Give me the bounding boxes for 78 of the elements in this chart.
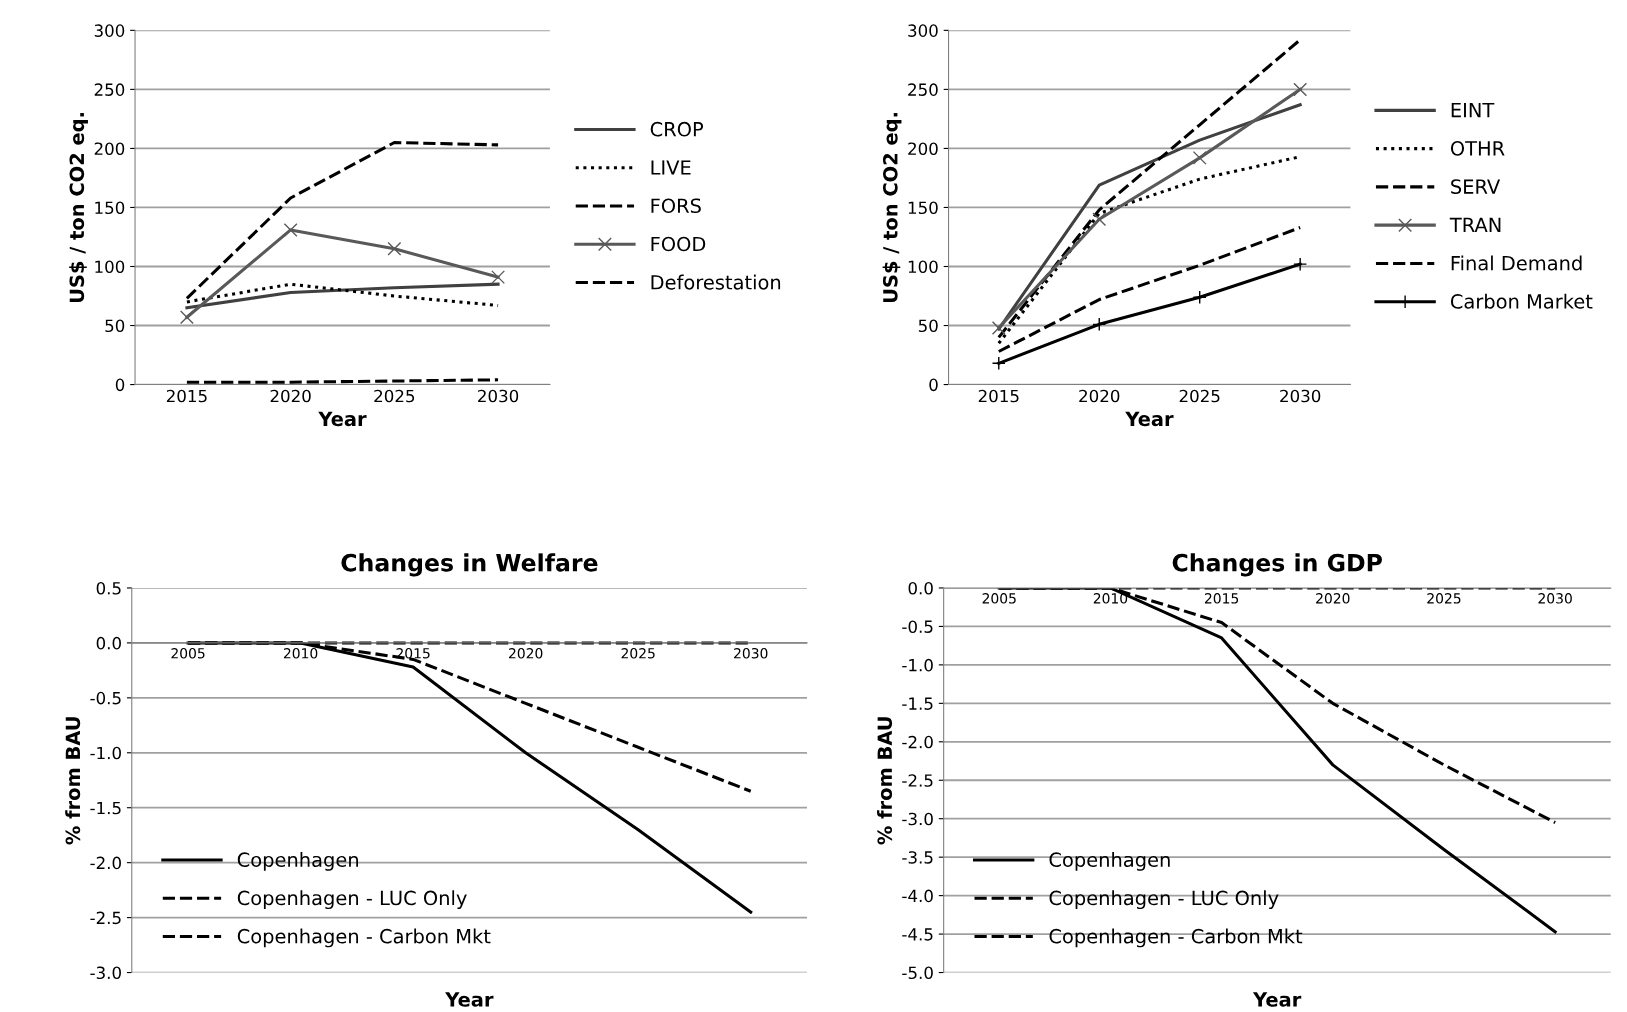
legend-label: FORS xyxy=(651,198,701,214)
chart-title: Changes in GDP xyxy=(1172,553,1382,577)
y-tick-label: -1.0 xyxy=(902,658,933,672)
chart-title: Changes in Welfare xyxy=(341,553,598,577)
x-axis-title: Year xyxy=(318,411,367,427)
y-tick-label: 0 xyxy=(929,378,938,392)
y-tick-label: 150 xyxy=(95,201,125,215)
y-tick-label: 0.0 xyxy=(908,581,933,595)
legend-label: Copenhagen - LUC Only xyxy=(1049,890,1279,910)
x-tick-label: 2015 xyxy=(978,389,1019,403)
y-tick-label: -2.5 xyxy=(90,911,121,925)
x-tick-label: 2030 xyxy=(1280,389,1321,403)
y-tick-label: -1.5 xyxy=(902,697,933,710)
y-tick-label: 250 xyxy=(94,83,125,96)
x-tick-label: 2030 xyxy=(478,389,519,403)
legend-label: Final Demand xyxy=(1451,255,1582,271)
y-tick-label: 100 xyxy=(908,260,938,274)
y-tick-label: 50 xyxy=(918,319,938,333)
y-tick-label: -3.0 xyxy=(90,966,121,980)
legend-label: TRAN xyxy=(1449,217,1501,232)
legend-label: Copenhagen - Carbon Mkt xyxy=(1049,928,1303,948)
legend-label: LIVE xyxy=(651,160,691,175)
y-tick-label: -4.0 xyxy=(902,889,933,903)
x-tick-label: 2020 xyxy=(509,648,543,659)
y-tick-label: 200 xyxy=(94,142,125,155)
y-tick-label: -1.5 xyxy=(90,801,121,815)
y-tick-label: -3.0 xyxy=(902,812,933,826)
x-tick-label: 2005 xyxy=(171,648,205,659)
y-tick-label: -2.0 xyxy=(902,735,933,749)
y-tick-label: 0 xyxy=(115,378,125,392)
y-axis-title: % from BAU xyxy=(65,717,81,845)
y-tick-label: -0.5 xyxy=(90,691,121,705)
legend-label: Copenhagen xyxy=(1049,852,1170,871)
legend-label: Copenhagen - Carbon Mkt xyxy=(237,928,491,948)
legend-label: Carbon Market xyxy=(1450,293,1593,309)
legend-label: OTHR xyxy=(1450,141,1505,156)
y-tick-label: 300 xyxy=(908,24,938,37)
y-axis-title: % from BAU xyxy=(877,717,893,845)
y-tick-label: 50 xyxy=(105,319,125,333)
y-tick-label: -5.0 xyxy=(902,966,933,980)
y-axis-title: US$ / ton CO2 eq. xyxy=(69,113,88,303)
y-tick-label: 0.0 xyxy=(96,636,121,650)
y-tick-label: 300 xyxy=(94,24,125,37)
y-tick-label: 0.5 xyxy=(96,581,121,595)
x-tick-label: 2025 xyxy=(374,389,415,403)
x-tick-label: 2015 xyxy=(166,389,207,403)
legend-label: Deforestation xyxy=(651,274,781,290)
x-tick-label: 2005 xyxy=(982,593,1016,604)
y-tick-label: -2.5 xyxy=(902,774,933,787)
y-tick-label: 250 xyxy=(908,83,938,96)
x-axis-title: Year xyxy=(445,992,494,1007)
y-tick-label: -2.0 xyxy=(90,856,121,870)
x-tick-label: 2020 xyxy=(270,389,311,403)
y-tick-label: -1.0 xyxy=(90,746,121,760)
y-tick-label: 100 xyxy=(95,260,125,274)
x-tick-label: 2010 xyxy=(283,648,318,659)
y-tick-label: -0.5 xyxy=(902,620,933,633)
y-axis-title: US$ / ton CO2 eq. xyxy=(882,113,902,303)
legend-label: Copenhagen - LUC Only xyxy=(237,890,467,910)
legend-label: EINT xyxy=(1451,102,1495,118)
x-tick-label: 2020 xyxy=(1316,593,1350,604)
x-tick-label: 2030 xyxy=(734,648,768,659)
y-tick-label: 200 xyxy=(908,142,938,155)
x-tick-label: 2025 xyxy=(1427,593,1461,604)
x-axis-title: Year xyxy=(1125,411,1174,427)
x-tick-label: 2020 xyxy=(1079,389,1120,403)
y-tick-label: 150 xyxy=(908,201,938,215)
legend-label: FOOD xyxy=(651,236,706,252)
x-tick-label: 2030 xyxy=(1538,593,1572,604)
legend-label: SERV xyxy=(1451,179,1501,194)
x-tick-label: 2015 xyxy=(1204,593,1239,604)
x-axis-title: Year xyxy=(1252,992,1302,1007)
y-tick-label: -4.5 xyxy=(902,928,933,941)
legend-label: CROP xyxy=(650,121,704,137)
x-tick-label: 2025 xyxy=(1179,389,1220,403)
x-tick-label: 2025 xyxy=(621,648,655,659)
legend-label: Copenhagen xyxy=(237,852,358,871)
y-tick-label: -3.5 xyxy=(902,851,933,864)
